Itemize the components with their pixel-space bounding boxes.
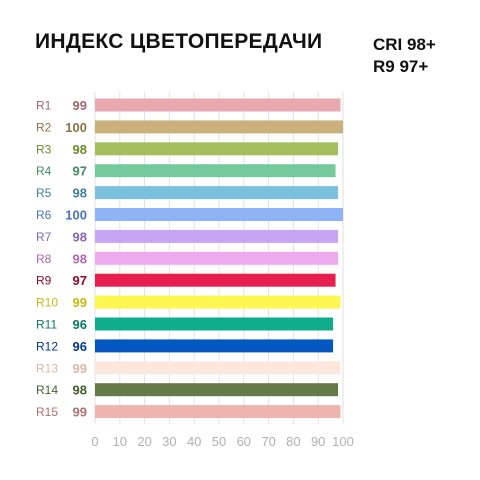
x-tick-label: 70 [261,434,275,449]
x-tick-label: 100 [332,434,354,449]
bar-r14 [95,383,339,397]
cri-line: CRI 98+ [373,35,436,54]
category-label: R15 [36,405,58,419]
value-label: 100 [65,120,87,135]
value-label: 100 [65,208,87,223]
x-tick-label: 90 [311,434,325,449]
bar-r1 [95,98,341,112]
x-tick-label: 20 [137,434,151,449]
value-label: 99 [73,405,87,420]
bar-r7 [95,229,339,243]
x-tick-label: 0 [91,434,98,449]
category-label: R8 [36,252,52,266]
value-label: 96 [73,339,87,354]
category-label: R6 [36,208,52,222]
bar-r4 [95,164,336,178]
bar-r2 [95,120,343,134]
value-label: 97 [73,164,87,179]
chart-title: ИНДЕКС ЦВЕТОПЕРЕДАЧИ [35,30,323,53]
value-label: 96 [73,317,87,332]
category-label: R12 [36,339,58,353]
x-tick-label: 30 [162,434,176,449]
category-label: R13 [36,361,58,375]
category-label: R3 [36,142,52,156]
bar-r3 [95,142,339,156]
category-label: R10 [36,296,58,310]
r9-line: R9 97+ [373,57,429,76]
category-label: R7 [36,230,52,244]
bar-r6 [95,208,343,221]
value-label: 98 [73,251,87,266]
x-tick-label: 10 [113,434,127,449]
value-label: 99 [73,295,87,310]
x-tick-label: 60 [237,434,251,449]
x-tick-label: 40 [187,434,201,449]
category-label: R14 [36,383,58,397]
value-label: 98 [73,142,87,157]
cri-summary: CRI 98+ R9 97+ [373,34,436,78]
category-label: R2 [36,120,52,134]
category-label: R4 [36,164,52,178]
bar-r8 [95,251,339,265]
x-tick-label: 50 [212,434,226,449]
value-label: 97 [73,273,87,288]
value-label: 99 [73,361,87,376]
category-label: R11 [36,318,57,332]
bar-r10 [95,295,341,309]
bar-r15 [95,405,341,419]
bar-r9 [95,273,336,287]
bar-r5 [95,186,339,200]
x-tick-label: 80 [286,434,300,449]
value-label: 98 [73,186,87,201]
value-label: 99 [73,98,87,113]
category-label: R9 [36,274,52,288]
value-label: 98 [73,383,87,398]
bar-r12 [95,339,334,353]
bar-r13 [95,361,341,375]
bar-r11 [95,317,334,331]
category-label: R5 [36,186,52,200]
category-label: R1 [36,99,52,113]
value-label: 98 [73,229,87,244]
